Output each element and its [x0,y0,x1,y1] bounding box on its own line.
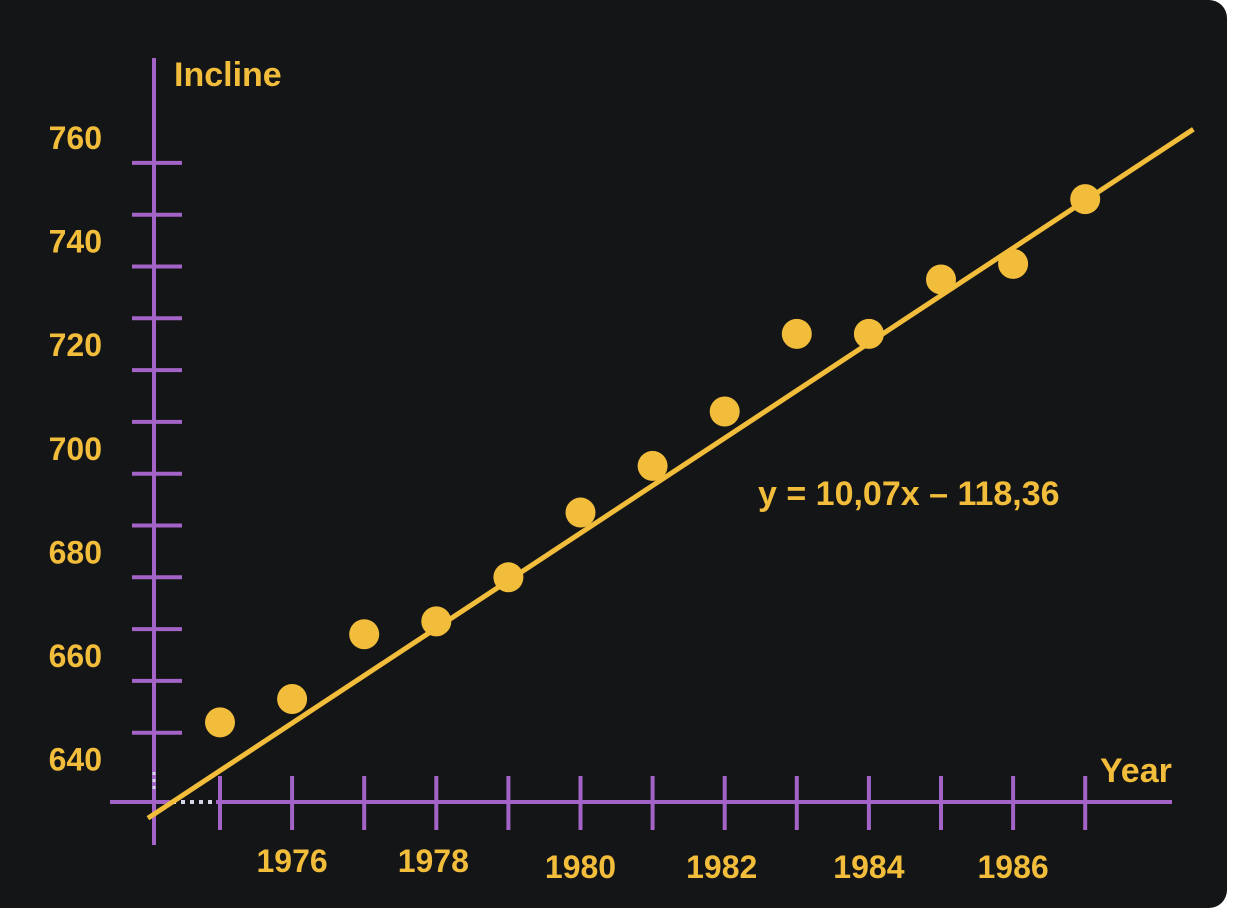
x-tick-label: 1982 [686,849,757,885]
y-tick-label: 640 [49,742,102,778]
trendline-equation: y = 10,07x – 118,36 [758,475,1060,513]
x-tick-label: 1986 [978,849,1049,885]
data-point [277,684,308,715]
x-tick-label: 1976 [257,843,328,879]
x-tick-label: 1980 [545,849,616,885]
data-point [637,450,668,481]
data-point [421,606,452,637]
x-axis-label: Year [1100,752,1172,790]
labels-group: Incline Year y = 10,07x – 118,36 640 660 6… [49,56,1172,885]
data-point [853,318,884,349]
y-tick-label: 720 [49,327,102,363]
data-point [1070,184,1101,215]
data-point [709,396,740,427]
data-point [998,248,1029,279]
y-tick-label: 760 [49,120,102,156]
axes [110,58,1172,845]
data-points [205,184,1101,738]
data-point [349,619,380,650]
data-point [565,497,596,528]
trendline [146,127,1195,821]
trendline-group [146,127,1195,821]
data-point [781,318,812,349]
chart-panel [0,0,1227,908]
y-tick-label: 700 [49,431,102,467]
y-tick-label: 680 [49,534,102,570]
x-tick-label: 1984 [833,849,904,885]
y-tick-label: 740 [49,224,102,260]
y-axis-label: Incline [174,56,282,94]
data-point [926,264,956,295]
x-tick-label: 1978 [398,843,469,879]
data-point [205,707,235,738]
data-point [493,562,524,593]
y-tick-label: 660 [49,638,102,674]
